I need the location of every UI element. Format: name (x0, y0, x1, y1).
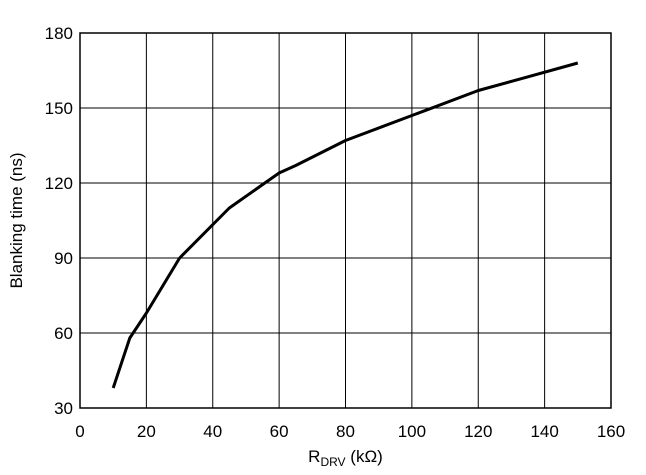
x-tick-label: 0 (75, 422, 84, 441)
x-tick-label: 40 (203, 422, 222, 441)
y-tick-label: 150 (45, 99, 73, 118)
y-tick-label: 90 (54, 249, 73, 268)
x-axis-label: RDRV (kΩ) (308, 447, 383, 469)
x-tick-label: 80 (336, 422, 355, 441)
series-line (111, 61, 579, 389)
y-axis-label: Blanking time (ns) (7, 152, 26, 288)
grid (80, 33, 611, 408)
y-tick-label: 30 (54, 399, 73, 418)
x-tick-label: 120 (464, 422, 492, 441)
plot-area-frame (79, 32, 612, 409)
x-axis-label-subscript: DRV (320, 455, 345, 469)
x-tick-label: 60 (270, 422, 289, 441)
x-axis-label-unit: (kΩ) (346, 447, 383, 466)
series-layer (111, 61, 579, 389)
y-tick-label: 120 (45, 174, 73, 193)
x-tick-label: 140 (530, 422, 558, 441)
x-axis-ticks: 0 20 40 60 80 100 120 140 160 (75, 422, 625, 441)
x-axis-label-main: R (308, 447, 320, 466)
x-tick-label: 160 (597, 422, 625, 441)
x-tick-label: 100 (398, 422, 426, 441)
y-axis-ticks: 30 60 90 120 150 180 (45, 24, 73, 418)
x-tick-label: 20 (137, 422, 156, 441)
y-tick-label: 180 (45, 24, 73, 43)
y-tick-label: 60 (54, 324, 73, 343)
